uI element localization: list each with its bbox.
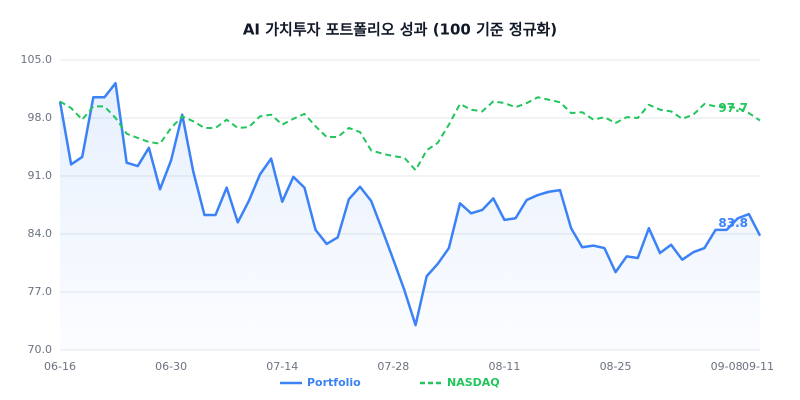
series-line xyxy=(58,81,762,327)
y-tick-label: 84.0 xyxy=(28,227,53,240)
x-tick-label: 06-16 xyxy=(44,360,76,373)
y-tick-label: 70.0 xyxy=(28,343,53,356)
area xyxy=(60,83,760,350)
value-label: 83.8 xyxy=(718,216,748,230)
x-tick-label: 09-08 xyxy=(711,360,743,373)
value-label: 97.7 xyxy=(718,101,748,115)
y-tick-label: 91.0 xyxy=(28,169,53,182)
series-line xyxy=(59,96,761,172)
x-tick-label: 06-30 xyxy=(155,360,187,373)
legend-label: Portfolio xyxy=(307,376,361,389)
y-tick-label: 77.0 xyxy=(28,285,53,298)
legend-label: NASDAQ xyxy=(447,376,500,389)
x-tick-label: 09-11 xyxy=(742,360,774,373)
x-tick-label: 07-28 xyxy=(377,360,409,373)
y-tick-label: 105.0 xyxy=(21,53,53,66)
x-tick-label: 07-14 xyxy=(266,360,298,373)
chart-title: AI 가치투자 포트폴리오 성과 (100 기준 정규화) xyxy=(243,21,557,39)
x-tick-label: 08-25 xyxy=(600,360,632,373)
legend: Portfolio NASDAQ xyxy=(280,376,500,389)
x-tick-label: 08-11 xyxy=(488,360,520,373)
y-tick-label: 98.0 xyxy=(28,111,53,124)
